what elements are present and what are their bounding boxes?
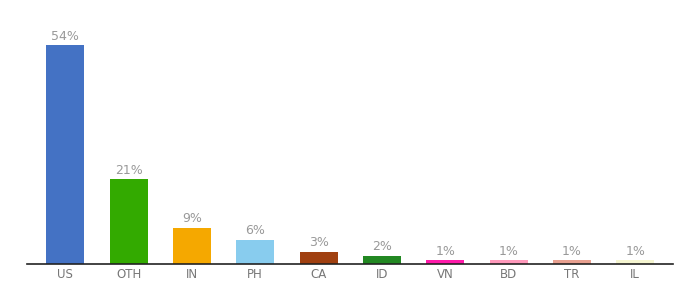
Text: 2%: 2% [372,241,392,254]
Text: 3%: 3% [309,236,328,249]
Bar [616,260,654,264]
Bar [46,45,84,264]
Bar [236,240,274,264]
Bar [109,179,148,264]
Bar [363,256,401,264]
Text: 9%: 9% [182,212,202,225]
Bar [426,260,464,264]
Text: 21%: 21% [115,164,142,177]
Bar [490,260,528,264]
Text: 1%: 1% [562,244,582,257]
Bar [173,228,211,264]
Bar [553,260,591,264]
Bar [299,252,337,264]
Text: 1%: 1% [498,244,518,257]
Text: 1%: 1% [626,244,645,257]
Text: 6%: 6% [245,224,265,237]
Text: 54%: 54% [51,30,79,43]
Text: 1%: 1% [435,244,455,257]
